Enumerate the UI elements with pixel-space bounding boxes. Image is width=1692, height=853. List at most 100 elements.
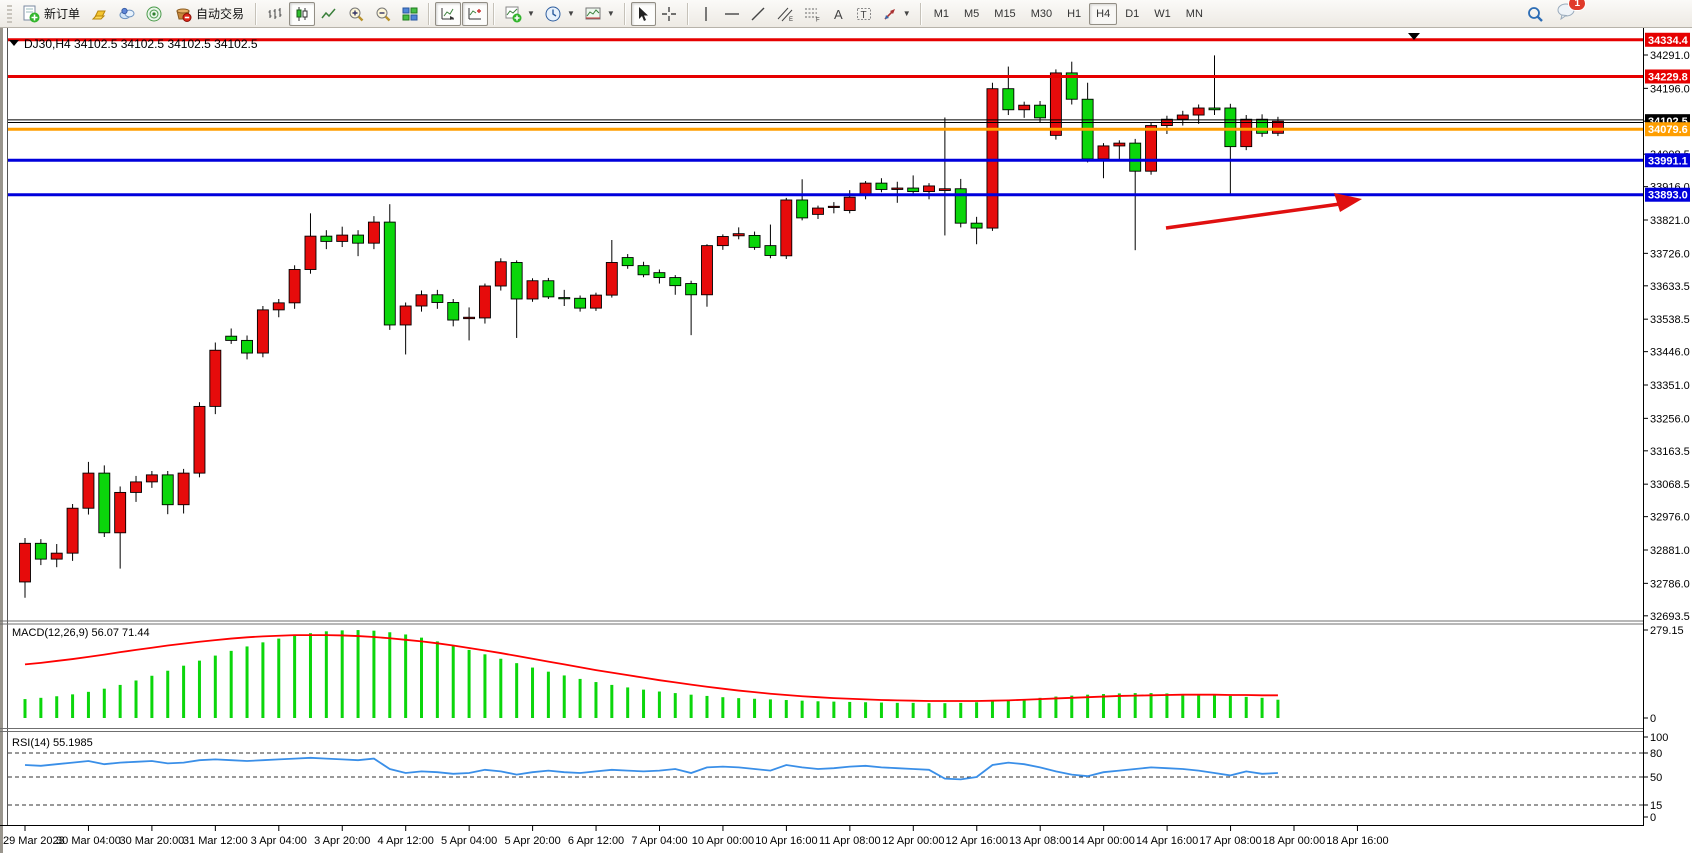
annotation-arrow-line [1165, 202, 1341, 230]
time-axis-label: 10 Apr 00:00 [692, 835, 754, 847]
trendline-button[interactable] [746, 2, 771, 26]
svg-text:F: F [816, 17, 820, 22]
time-axis-label: 31 Mar 12:00 [183, 835, 248, 847]
cursor-icon [639, 6, 649, 21]
templates-dropdown-caret[interactable]: ▼ [606, 9, 615, 18]
macd-histogram-bar [71, 694, 75, 718]
macd-histogram-bar [895, 702, 899, 718]
arrows-dropdown-caret[interactable]: ▼ [902, 9, 911, 18]
text-button[interactable]: A [826, 2, 851, 26]
candle-body [1129, 142, 1142, 172]
timeframe-m15[interactable]: M15 [987, 3, 1022, 25]
candle-body [1113, 142, 1126, 147]
new-order-button[interactable]: 新订单 [16, 2, 86, 26]
chart-shift-button[interactable] [462, 1, 489, 26]
rsi-line [24, 756, 1278, 781]
rsi-label: RSI(14) 55.1985 [12, 737, 93, 749]
time-axis-label: 13 Apr 08:00 [1009, 835, 1071, 847]
tile-windows-button[interactable] [397, 2, 423, 26]
timeframe-mn[interactable]: MN [1179, 3, 1210, 25]
timeframe-w1[interactable]: W1 [1147, 3, 1178, 25]
timeframe-h4[interactable]: H4 [1089, 2, 1118, 25]
price-axis-tick-label: 33726.0 [1650, 248, 1690, 260]
navigator-button[interactable] [141, 2, 167, 26]
price-axis-tick-label: 33446.0 [1650, 347, 1690, 359]
data-window-button[interactable] [114, 2, 140, 26]
candle-body [701, 245, 713, 296]
candle-body [542, 280, 555, 298]
candle-body [225, 335, 238, 341]
toolbar-separator [686, 2, 689, 25]
templates-button[interactable]: ▼ [580, 2, 619, 26]
timeframe-m5[interactable]: M5 [957, 3, 986, 25]
fibonacci-button[interactable]: F [799, 2, 825, 26]
candle-body [605, 262, 618, 296]
macd-histogram-bar [1149, 693, 1153, 718]
timeframe-m1[interactable]: M1 [927, 3, 956, 25]
notifications-button[interactable]: 1 [1556, 0, 1586, 25]
macd-histogram-bar [166, 670, 170, 718]
auto-scroll-button[interactable] [435, 1, 462, 26]
market-watch-button[interactable] [87, 2, 113, 26]
periods-button[interactable]: ▼ [540, 2, 579, 26]
candle-body [177, 472, 190, 506]
macd-histogram-bar [356, 630, 360, 718]
horizontal-line-button[interactable] [720, 2, 745, 26]
price-axis-tick-label: 33538.5 [1650, 314, 1690, 326]
toolbar-separator [493, 2, 496, 25]
chart-shift-marker [1408, 33, 1420, 40]
time-axis-label: 29 Mar 2023 [3, 835, 65, 847]
candle-body [780, 199, 793, 257]
price-label-box [1645, 187, 1690, 202]
timeframe-m30[interactable]: M30 [1024, 3, 1059, 25]
candle-body [1256, 118, 1269, 134]
crosshair-button[interactable] [657, 2, 682, 26]
candle-body [130, 481, 142, 493]
macd-axis-label: 0 [1650, 713, 1656, 725]
macd-histogram-bar [39, 697, 43, 718]
price-axis-tick-label: 33821.0 [1650, 215, 1690, 227]
gold-icon [91, 10, 106, 19]
time-axis-label: 5 Apr 04:00 [441, 835, 497, 847]
zoom-in-button[interactable] [343, 2, 369, 26]
timeframe-h1[interactable]: H1 [1060, 3, 1088, 25]
macd-histogram-bar [499, 658, 503, 718]
rsi-axis-label: 50 [1650, 772, 1662, 784]
line-chart-button[interactable] [316, 2, 342, 26]
text-label-button[interactable]: T [852, 2, 877, 26]
macd-histogram-bar [150, 675, 154, 718]
auto-trading-button[interactable]: 自动交易 [168, 2, 250, 26]
indicators-button[interactable]: ▼ [500, 2, 539, 26]
zoom-out-icon [376, 7, 391, 21]
toolbar-separator [255, 2, 258, 25]
chart-background [0, 28, 1692, 853]
time-axis-label: 3 Apr 20:00 [314, 835, 370, 847]
toolbar: 新订单 自动交易 [0, 0, 1692, 28]
timeframe-d1[interactable]: D1 [1118, 3, 1146, 25]
rsi-axis-label: 80 [1650, 748, 1662, 760]
time-axis-label: 30 Mar 04:00 [56, 835, 121, 847]
zoom-out-button[interactable] [370, 2, 396, 26]
equidistant-channel-button[interactable]: E [772, 2, 798, 26]
annotation-arrow-head [1334, 193, 1362, 212]
candle-body [114, 491, 127, 534]
clock-icon [545, 6, 561, 21]
candlestick-chart-button[interactable] [289, 1, 316, 26]
price-label-text: 34102.5 [1648, 116, 1688, 128]
candle-body [1018, 104, 1031, 111]
bar-chart-button[interactable] [262, 2, 288, 26]
candle-body [732, 233, 745, 237]
indicators-dropdown-caret[interactable]: ▼ [527, 9, 535, 18]
candle-body [399, 305, 412, 326]
time-axis-label: 7 Apr 04:00 [631, 835, 687, 847]
search-icon[interactable] [1526, 5, 1544, 23]
arrows-tool-button[interactable]: ▼ [878, 2, 915, 26]
vertical-line-button[interactable] [694, 2, 719, 26]
periods-dropdown-caret[interactable]: ▼ [566, 9, 575, 18]
chart-canvas[interactable]: 279.150100805015034291.034196.034102.534… [0, 28, 1692, 853]
price-label-box [1645, 32, 1690, 47]
text-label-icon: T [857, 7, 872, 21]
candle-body [494, 261, 507, 287]
cursor-button[interactable] [630, 1, 656, 26]
